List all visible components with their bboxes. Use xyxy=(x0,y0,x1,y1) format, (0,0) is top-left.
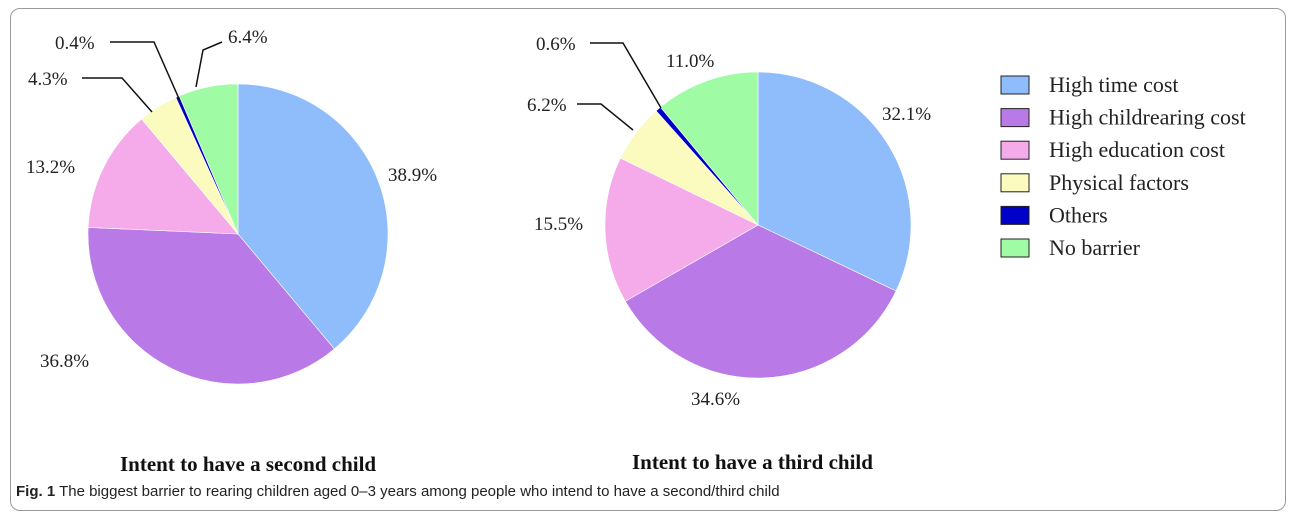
pie-third-child: 32.1% 34.6% 15.5% 6.2% 0.6% 11.0% xyxy=(527,34,931,410)
data-label-no-barrier: 6.4% xyxy=(228,27,268,48)
data-label-high-education-cost: 13.2% xyxy=(26,157,75,178)
data-label-others: 0.6% xyxy=(536,34,576,55)
legend-label-others: Others xyxy=(1049,202,1108,227)
legend-swatch-high-childrearing-cost xyxy=(1000,108,1030,128)
data-label-high-childrearing-cost: 34.6% xyxy=(691,389,740,410)
pie-slice-high-education-cost xyxy=(87,118,239,235)
legend-label-no-barrier: No barrier xyxy=(1049,235,1141,260)
data-label-physical-factors: 6.2% xyxy=(527,95,567,116)
legend-label-physical-factors: Physical factors xyxy=(1049,170,1189,195)
data-label-physical-factors: 4.3% xyxy=(28,69,68,90)
legend-label-high-education-cost: High education cost xyxy=(1049,137,1225,162)
leader-line-others xyxy=(110,41,181,102)
pie-slice-high-childrearing-cost xyxy=(624,224,897,379)
caption-text: The biggest barrier to rearing children … xyxy=(59,483,780,500)
figure-frame xyxy=(10,8,1286,511)
legend-label-high-childrearing-cost: High childrearing cost xyxy=(1049,105,1246,130)
legend-swatch-high-education-cost xyxy=(1000,140,1030,160)
figure-caption: Fig. 1 The biggest barrier to rearing ch… xyxy=(16,483,780,500)
caption-label: Fig. 1 xyxy=(16,483,56,500)
leader-line-physical-factors xyxy=(577,103,634,131)
pie-second-child: 38.9% 36.8% 13.2% 4.3% 0.4% 6.4% xyxy=(26,27,437,385)
data-label-no-barrier: 11.0% xyxy=(666,51,715,72)
legend-label-high-time-cost: High time cost xyxy=(1049,72,1179,97)
legend-swatch-physical-factors xyxy=(1000,173,1030,193)
pie-slice-high-time-cost xyxy=(237,83,389,350)
leader-line-others xyxy=(590,42,662,109)
legend: High time cost High childrearing cost High… xyxy=(1000,72,1246,260)
pie-slice-high-education-cost xyxy=(604,157,759,302)
pie-slice-no-barrier xyxy=(660,71,759,226)
pie-slice-high-time-cost xyxy=(757,71,912,292)
legend-swatch-others xyxy=(1000,205,1030,225)
data-label-high-time-cost: 32.1% xyxy=(882,104,931,125)
chart-title-third-child: Intent to have a third child xyxy=(632,450,873,474)
legend-swatch-high-time-cost xyxy=(1000,75,1030,95)
leader-line-no-barrier xyxy=(195,41,223,88)
pie-slice-high-childrearing-cost xyxy=(87,227,335,385)
chart-title-second-child: Intent to have a second child xyxy=(120,452,377,476)
legend-swatch-no-barrier xyxy=(1000,238,1030,258)
data-label-others: 0.4% xyxy=(55,33,95,54)
data-label-high-time-cost: 38.9% xyxy=(388,165,437,186)
leader-line-physical-factors xyxy=(82,77,153,113)
pie-slice-no-barrier xyxy=(178,83,239,235)
data-label-high-education-cost: 15.5% xyxy=(534,214,583,235)
data-label-high-childrearing-cost: 36.8% xyxy=(40,351,89,372)
